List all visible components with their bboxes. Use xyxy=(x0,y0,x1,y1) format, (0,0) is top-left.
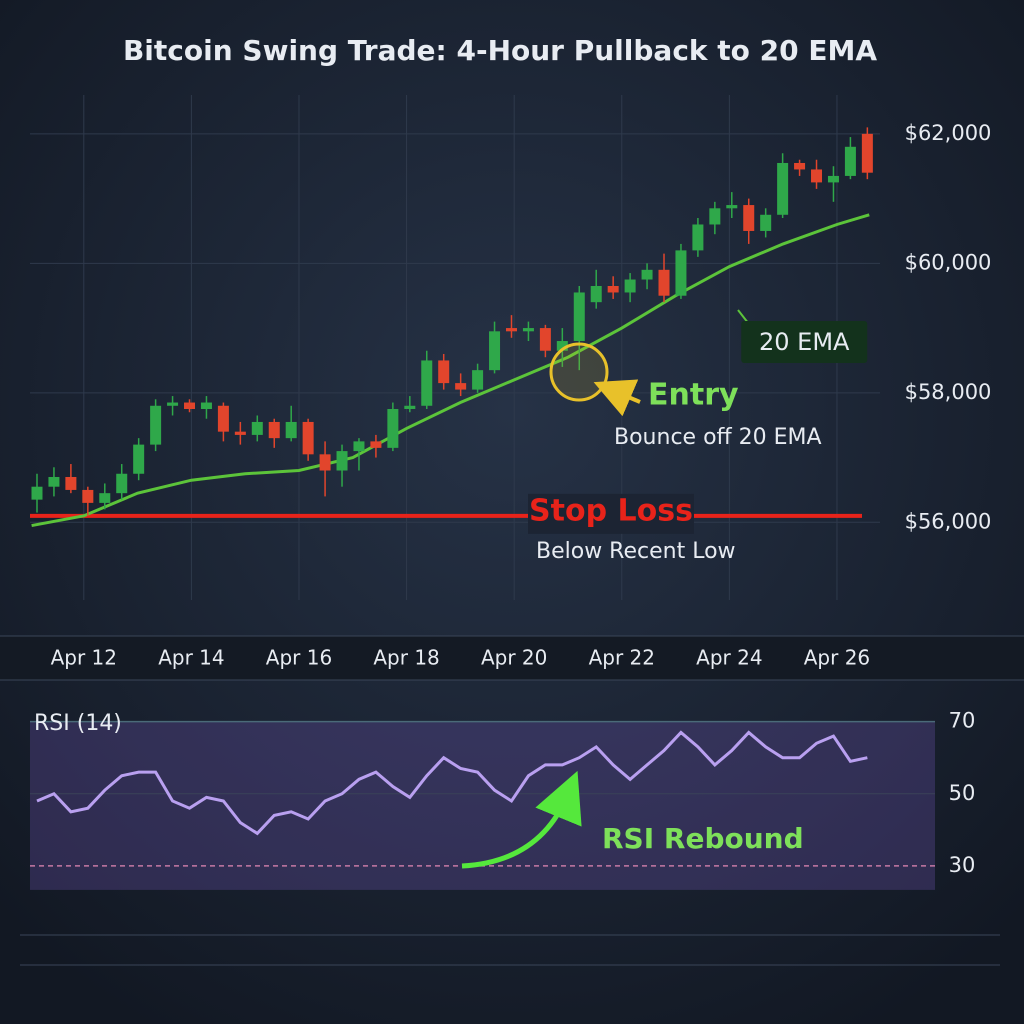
candle-body xyxy=(200,402,212,410)
candle-body xyxy=(472,370,484,390)
candle-body xyxy=(387,409,399,448)
candle-body xyxy=(624,279,636,293)
y-tick-label: 70 xyxy=(949,709,976,733)
candle-body xyxy=(99,493,111,503)
candle-body xyxy=(421,360,433,406)
candle-body xyxy=(590,285,602,303)
candle-body xyxy=(217,405,229,432)
candle-body xyxy=(675,250,687,296)
x-axis-band xyxy=(0,636,1024,680)
candle-body xyxy=(319,454,331,471)
candle-body xyxy=(709,208,721,225)
entry-note: Bounce off 20 EMA xyxy=(614,425,822,450)
ema-label: 20 EMA xyxy=(759,328,850,356)
ema-line xyxy=(31,213,870,528)
stop-loss-note: Below Recent Low xyxy=(536,539,736,564)
stop-loss-label-bg xyxy=(528,493,694,534)
candle-body xyxy=(302,421,314,455)
y-tick-label: $58,000 xyxy=(905,380,992,404)
candle-body xyxy=(760,214,772,231)
candle-body xyxy=(811,169,823,183)
candle-body xyxy=(234,431,246,435)
candle-body xyxy=(489,331,501,371)
candle-body xyxy=(539,328,551,351)
candle-body xyxy=(184,402,196,410)
x-tick-label: Apr 22 xyxy=(589,646,655,670)
y-tick-label: 50 xyxy=(949,781,976,805)
candle-body xyxy=(336,451,348,471)
rsi-annotation: RSI Rebound xyxy=(602,822,804,855)
rsi-arrow xyxy=(461,770,582,869)
x-tick-label: Apr 16 xyxy=(266,646,332,670)
candle-body xyxy=(726,205,738,209)
candle-body xyxy=(641,269,653,280)
rsi-line xyxy=(36,730,868,836)
entry-circle xyxy=(549,342,609,402)
entry-label: Entry xyxy=(648,378,739,413)
candle-body xyxy=(116,473,128,494)
candle-body xyxy=(573,292,585,342)
candle-body xyxy=(794,162,806,170)
candle-body xyxy=(251,421,263,435)
y-tick-label: $56,000 xyxy=(905,509,992,533)
x-tick-label: Apr 14 xyxy=(158,646,224,670)
candle-body xyxy=(556,341,568,351)
candle-body xyxy=(844,146,856,176)
x-tick-label: Apr 26 xyxy=(804,646,870,670)
candle-body xyxy=(167,402,179,406)
price-panel: $56,000 $58,000 $60,000 $62,000 Apr 12 Apr 14… xyxy=(30,95,991,670)
candle-body xyxy=(743,205,755,231)
entry-arrow xyxy=(593,379,641,417)
candle-body xyxy=(404,405,416,410)
candle-body xyxy=(31,486,43,500)
candle-body xyxy=(370,441,382,448)
candle-body xyxy=(353,441,365,452)
y-tick-label: $60,000 xyxy=(905,250,992,274)
x-tick-label: Apr 24 xyxy=(696,646,762,670)
candle-body xyxy=(438,360,450,384)
ema-label-bg xyxy=(741,321,868,363)
candle-body xyxy=(522,328,534,332)
candle-body xyxy=(48,476,60,487)
candle-body xyxy=(777,162,789,215)
candle-body xyxy=(692,224,704,251)
chart-title: Bitcoin Swing Trade: 4-Hour Pullback to … xyxy=(123,34,877,67)
candle-body xyxy=(150,405,162,445)
candle-body xyxy=(658,269,670,296)
rsi-title: RSI (14) xyxy=(34,711,122,736)
y-tick-label: $62,000 xyxy=(905,121,992,145)
candle-body xyxy=(455,383,467,390)
candle-body xyxy=(268,421,280,439)
rsi-panel: 30 50 70 xyxy=(30,709,975,890)
x-tick-label: Apr 12 xyxy=(51,646,117,670)
candle-body xyxy=(607,285,619,293)
x-tick-label: Apr 20 xyxy=(481,646,547,670)
candle-body xyxy=(861,133,873,173)
candle-body xyxy=(285,421,297,439)
candle-body xyxy=(505,328,517,332)
x-tick-label: Apr 18 xyxy=(373,646,439,670)
candle-body xyxy=(82,489,94,503)
y-tick-label: 30 xyxy=(949,853,976,877)
candle-body xyxy=(65,476,77,490)
candle-body xyxy=(827,175,839,183)
candle-body xyxy=(133,444,145,474)
stop-loss-label: Stop Loss xyxy=(529,493,693,528)
